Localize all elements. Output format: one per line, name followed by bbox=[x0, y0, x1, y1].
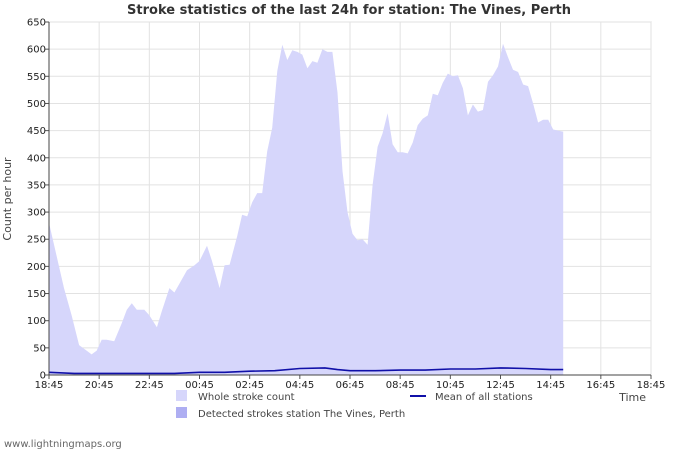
chart-title: Stroke statistics of the last 24h for st… bbox=[127, 3, 571, 18]
legend-swatch-1 bbox=[176, 407, 187, 418]
x-tick-label: 18:45 bbox=[35, 380, 64, 391]
x-tick-label: 02:45 bbox=[235, 380, 264, 391]
y-tick-label: 150 bbox=[27, 289, 46, 300]
y-tick-label: 600 bbox=[27, 45, 46, 56]
series-areas bbox=[49, 43, 564, 375]
y-tick-label: 50 bbox=[33, 343, 46, 354]
x-tick-label: 14:45 bbox=[536, 380, 565, 391]
series-area-0 bbox=[49, 43, 564, 375]
y-tick-label: 350 bbox=[27, 180, 46, 191]
x-tick-label: 08:45 bbox=[386, 380, 415, 391]
legend-label-2: Mean of all stations bbox=[435, 392, 533, 403]
y-tick-label: 650 bbox=[27, 18, 46, 29]
y-axis-label: Count per hour bbox=[1, 157, 14, 241]
x-tick-label: 04:45 bbox=[285, 380, 314, 391]
x-tick-label: 16:45 bbox=[586, 380, 615, 391]
legend-swatch-0 bbox=[176, 390, 187, 401]
x-tick-label: 10:45 bbox=[436, 380, 465, 391]
footer-credit: www.lightningmaps.org bbox=[4, 439, 122, 450]
y-tick-label: 450 bbox=[27, 126, 46, 137]
y-tick-label: 100 bbox=[27, 316, 46, 327]
legend-label-1: Detected strokes station The Vines, Pert… bbox=[198, 409, 405, 420]
x-tick-labels: 18:45 20:45 22:45 00:45 02:45 04:45 06:45 08:45… bbox=[35, 380, 666, 391]
series-lines bbox=[48, 367, 564, 375]
x-tick-label: 00:45 bbox=[185, 380, 214, 391]
x-tick-label: 06:45 bbox=[336, 380, 365, 391]
x-tick-label: 20:45 bbox=[85, 380, 114, 391]
x-axis-label: Time bbox=[618, 391, 646, 404]
x-tick-label: 12:45 bbox=[486, 380, 515, 391]
y-tick-label: 550 bbox=[27, 72, 46, 83]
y-tick-labels: 0 50 100 150 200 250 300 350 400 450 500 550 600 650 bbox=[27, 18, 46, 382]
y-tick-label: 0 bbox=[40, 371, 46, 382]
x-tick-label: 18:45 bbox=[637, 380, 666, 391]
legend-label-0: Whole stroke count bbox=[198, 392, 295, 403]
axes bbox=[45, 21, 652, 379]
x-tick-label: 22:45 bbox=[135, 380, 164, 391]
y-tick-label: 200 bbox=[27, 262, 46, 273]
y-tick-label: 500 bbox=[27, 99, 46, 110]
y-tick-label: 400 bbox=[27, 153, 46, 164]
legend: Whole stroke count Detected strokes stati… bbox=[176, 390, 533, 420]
y-tick-label: 250 bbox=[27, 235, 46, 246]
y-tick-label: 300 bbox=[27, 208, 46, 219]
series-line-2 bbox=[48, 367, 564, 375]
